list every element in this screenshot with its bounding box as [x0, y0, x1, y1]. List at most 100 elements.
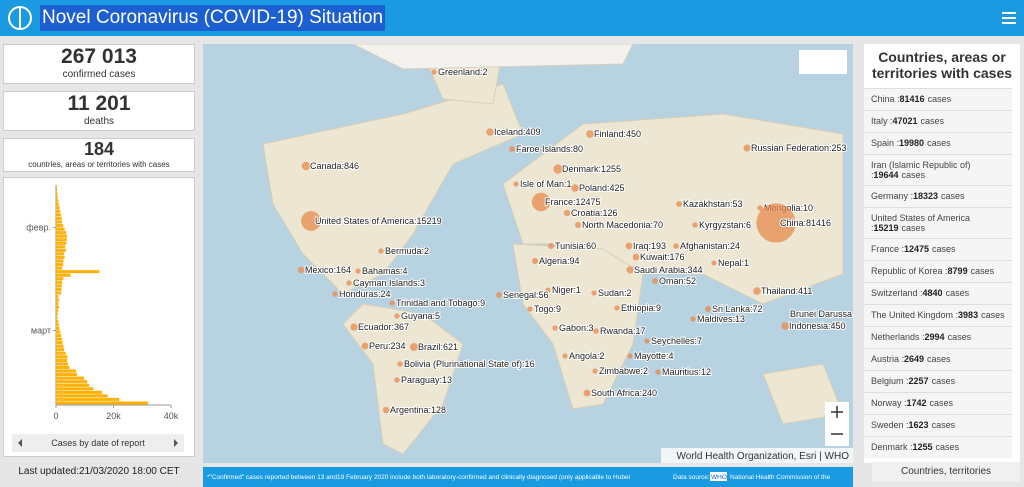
country-item[interactable]: Republic of Korea :8799 cases: [864, 260, 1012, 282]
country-item[interactable]: Germany :18323 cases: [864, 185, 1012, 207]
map-label: North Macedonia:70: [582, 220, 663, 230]
case-bubble: [593, 328, 599, 334]
case-bubble: [378, 248, 384, 254]
country-name: Sweden :: [871, 420, 909, 430]
country-name: Switzerland :: [871, 288, 923, 298]
bar: [56, 348, 65, 352]
country-name: Austria :: [871, 354, 905, 364]
stat-card: 11 201 deaths: [3, 91, 195, 131]
country-name: Germany :: [871, 191, 914, 201]
bar: [56, 231, 67, 235]
case-bubble: [486, 128, 494, 136]
map-label: Tunisia:60: [555, 241, 596, 251]
country-name: France :: [871, 244, 905, 254]
country-item[interactable]: China :81416 cases: [864, 88, 1012, 110]
x-tick-label: 20k: [106, 411, 121, 421]
stat-label: confirmed cases: [62, 69, 136, 80]
y-tick-label: февр.: [26, 223, 51, 233]
country-unit: cases: [935, 442, 960, 452]
bar: [56, 305, 60, 309]
case-bubble: [361, 342, 369, 350]
data-source: Data source:: [673, 474, 710, 481]
country-item[interactable]: Sweden :1623 cases: [864, 414, 1012, 436]
bar: [56, 387, 94, 391]
bar: [56, 380, 88, 384]
country-value: 2649: [904, 354, 925, 364]
country-item[interactable]: Italy :47021 cases: [864, 110, 1012, 132]
case-bubble: [586, 130, 594, 138]
case-bubble: [389, 300, 395, 306]
attribution: World Health Organization, Esri | WHO: [677, 451, 850, 462]
case-bubble: [591, 290, 597, 296]
map-label: Peru:234: [369, 341, 406, 351]
case-bubble: [552, 325, 558, 331]
country-item[interactable]: Austria :2649 cases: [864, 348, 1012, 370]
country-unit: cases: [947, 332, 972, 342]
country-list: Countries, areas or territories with cas…: [864, 44, 1020, 463]
case-bubble: [655, 369, 661, 375]
bar: [56, 344, 64, 348]
country-unit: cases: [945, 288, 970, 298]
bar: [56, 270, 100, 274]
bar: [56, 365, 70, 369]
bar: [56, 401, 148, 405]
map-label: Denmark:1255: [562, 164, 621, 174]
map-label: Sri Lanka:72: [712, 304, 763, 314]
country-unit: cases: [932, 244, 956, 254]
bar: [56, 337, 63, 341]
country-item[interactable]: Spain :19980 cases: [864, 132, 1012, 154]
map-label: Bahamas:4: [362, 266, 408, 276]
map-label: Sudan:2: [598, 288, 632, 298]
country-unit: cases: [927, 354, 951, 364]
data-source-tag: WHO: [711, 474, 727, 481]
country-value: 1623: [908, 420, 929, 430]
map-label: Iraq:193: [633, 241, 666, 251]
bar: [56, 220, 63, 224]
map-label: Ecuador:367: [358, 322, 409, 332]
case-bubble: [553, 164, 563, 174]
bar: [56, 227, 65, 231]
case-bubble: [350, 323, 358, 331]
caption: Cases by date of report: [51, 438, 145, 448]
bar: [56, 326, 60, 330]
case-bubble: [346, 280, 352, 286]
case-bubble: [781, 322, 789, 330]
country-unit: cases: [929, 398, 954, 408]
country-name: Spain :: [871, 138, 900, 148]
country-name: Netherlands :: [871, 332, 925, 342]
country-item[interactable]: United States of America :15219 cases: [864, 207, 1012, 238]
case-bubble: [756, 203, 796, 243]
map[interactable]: Greenland:2 Iceland:409 Finland:450 Faroe I…: [203, 44, 853, 463]
country-name: China :: [871, 94, 900, 104]
map-label: Kyrgyzstan:6: [699, 220, 751, 230]
bar: [56, 188, 58, 192]
list-footer[interactable]: Countries, territories: [872, 462, 1020, 482]
country-item[interactable]: Iran (Islamic Republic of) :19644 cases: [864, 154, 1012, 185]
map-label: Seychelles:7: [651, 336, 702, 346]
map-label: United States of America:15219: [315, 216, 442, 226]
country-item[interactable]: Belgium :2257 cases: [864, 370, 1012, 392]
country-item[interactable]: Netherlands :2994 cases: [864, 326, 1012, 348]
country-item[interactable]: Denmark :1255 cases: [864, 436, 1012, 458]
bar: [56, 355, 68, 359]
country-item[interactable]: Switzerland :4840 cases: [864, 282, 1012, 304]
country-item[interactable]: Norway :1742 cases: [864, 392, 1012, 414]
case-bubble: [508, 145, 516, 153]
case-bubble: [626, 266, 634, 274]
map-tools[interactable]: [799, 50, 847, 74]
country-item[interactable]: The United Kingdom :3983 cases: [864, 304, 1012, 326]
country-item[interactable]: France :12475 cases: [864, 238, 1012, 260]
case-bubble: [382, 406, 390, 414]
case-bubble: [531, 257, 539, 265]
map-label: Faroe Islands:80: [516, 144, 583, 154]
country-value: 81416: [899, 94, 925, 104]
country-name: Republic of Korea :: [871, 266, 948, 276]
menu-button[interactable]: [1002, 11, 1016, 25]
map-label: Poland:425: [579, 183, 625, 193]
country-value: 2257: [908, 376, 929, 386]
map-label: Togo:9: [534, 304, 561, 314]
map-label: Afghanistan:24: [680, 241, 740, 251]
bar: [56, 266, 63, 270]
country-name: Iran (Islamic Republic of) :: [871, 160, 971, 180]
bar: [56, 273, 71, 277]
